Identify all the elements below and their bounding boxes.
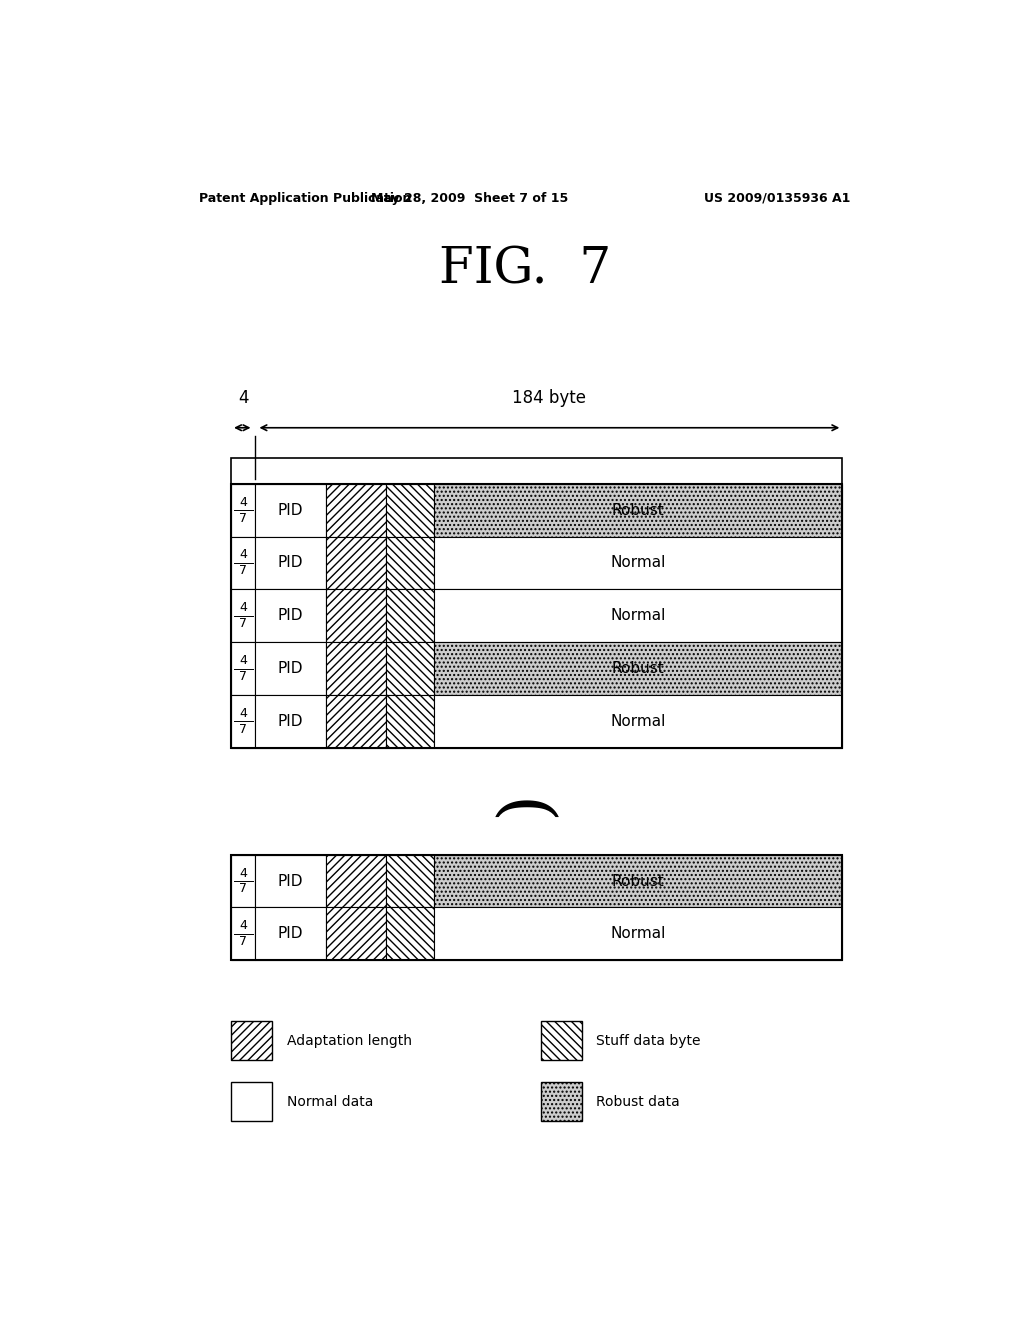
Bar bbox=[433, 536, 843, 589]
Bar bbox=[255, 589, 327, 643]
Text: Adaptation length: Adaptation length bbox=[287, 1034, 412, 1048]
Text: 4: 4 bbox=[240, 708, 247, 719]
Text: 4: 4 bbox=[240, 655, 247, 667]
Text: Stuff data byte: Stuff data byte bbox=[596, 1034, 700, 1048]
Text: Robust: Robust bbox=[611, 661, 665, 676]
Text: Patent Application Publication: Patent Application Publication bbox=[200, 191, 412, 205]
Text: Robust: Robust bbox=[611, 874, 665, 888]
Bar bbox=[255, 483, 327, 536]
Text: 7: 7 bbox=[239, 565, 247, 577]
Bar bbox=[327, 696, 386, 748]
Text: Normal: Normal bbox=[610, 714, 666, 729]
Bar bbox=[255, 536, 327, 589]
Bar bbox=[231, 483, 842, 748]
Bar bbox=[327, 907, 386, 961]
Text: Normal: Normal bbox=[610, 556, 666, 570]
Text: 7: 7 bbox=[239, 723, 247, 737]
Text: 7: 7 bbox=[239, 883, 247, 895]
Text: Robust: Robust bbox=[611, 503, 665, 517]
Text: 7: 7 bbox=[239, 512, 247, 524]
Text: 4: 4 bbox=[240, 549, 247, 561]
Bar bbox=[386, 854, 433, 907]
Bar bbox=[541, 1022, 582, 1060]
Bar bbox=[231, 1082, 272, 1121]
Bar bbox=[231, 696, 255, 748]
Text: PID: PID bbox=[278, 661, 303, 676]
Bar bbox=[231, 483, 255, 536]
Bar bbox=[433, 643, 843, 696]
Text: US 2009/0135936 A1: US 2009/0135936 A1 bbox=[703, 191, 850, 205]
Bar bbox=[231, 854, 842, 961]
Bar bbox=[327, 854, 386, 907]
Text: PID: PID bbox=[278, 609, 303, 623]
Text: 4: 4 bbox=[240, 602, 247, 614]
Bar bbox=[386, 643, 433, 696]
Bar bbox=[231, 458, 842, 483]
Bar bbox=[231, 536, 255, 589]
Text: 7: 7 bbox=[239, 936, 247, 948]
Bar bbox=[327, 483, 386, 536]
Bar bbox=[255, 696, 327, 748]
Text: PID: PID bbox=[278, 556, 303, 570]
Text: 4: 4 bbox=[240, 920, 247, 932]
Text: 7: 7 bbox=[239, 671, 247, 682]
Bar bbox=[386, 536, 433, 589]
Bar bbox=[231, 907, 255, 961]
Bar bbox=[541, 1082, 582, 1121]
Bar bbox=[386, 907, 433, 961]
Bar bbox=[327, 536, 386, 589]
Bar bbox=[231, 854, 255, 907]
Text: 4: 4 bbox=[240, 867, 247, 879]
Bar bbox=[255, 907, 327, 961]
Text: PID: PID bbox=[278, 503, 303, 517]
Bar bbox=[255, 643, 327, 696]
Bar bbox=[433, 696, 843, 748]
Bar bbox=[433, 589, 843, 643]
Text: Normal data: Normal data bbox=[287, 1094, 373, 1109]
Text: 4: 4 bbox=[238, 389, 249, 408]
Text: Robust data: Robust data bbox=[596, 1094, 680, 1109]
Text: PID: PID bbox=[278, 874, 303, 888]
Bar bbox=[386, 696, 433, 748]
Bar bbox=[231, 1022, 272, 1060]
Text: 4: 4 bbox=[240, 495, 247, 508]
Bar bbox=[386, 589, 433, 643]
Text: ): ) bbox=[492, 791, 558, 817]
Bar bbox=[255, 854, 327, 907]
Text: 184 byte: 184 byte bbox=[512, 389, 586, 408]
Bar bbox=[327, 643, 386, 696]
Bar bbox=[433, 483, 843, 536]
Bar bbox=[327, 589, 386, 643]
Bar bbox=[231, 643, 255, 696]
Text: PID: PID bbox=[278, 927, 303, 941]
Bar bbox=[231, 589, 255, 643]
Text: Normal: Normal bbox=[610, 609, 666, 623]
Bar bbox=[433, 907, 843, 961]
Bar bbox=[386, 483, 433, 536]
Text: FIG.  7: FIG. 7 bbox=[438, 246, 611, 294]
Text: 7: 7 bbox=[239, 618, 247, 630]
Text: May 28, 2009  Sheet 7 of 15: May 28, 2009 Sheet 7 of 15 bbox=[371, 191, 568, 205]
Text: Normal: Normal bbox=[610, 927, 666, 941]
Bar bbox=[433, 854, 843, 907]
Text: PID: PID bbox=[278, 714, 303, 729]
